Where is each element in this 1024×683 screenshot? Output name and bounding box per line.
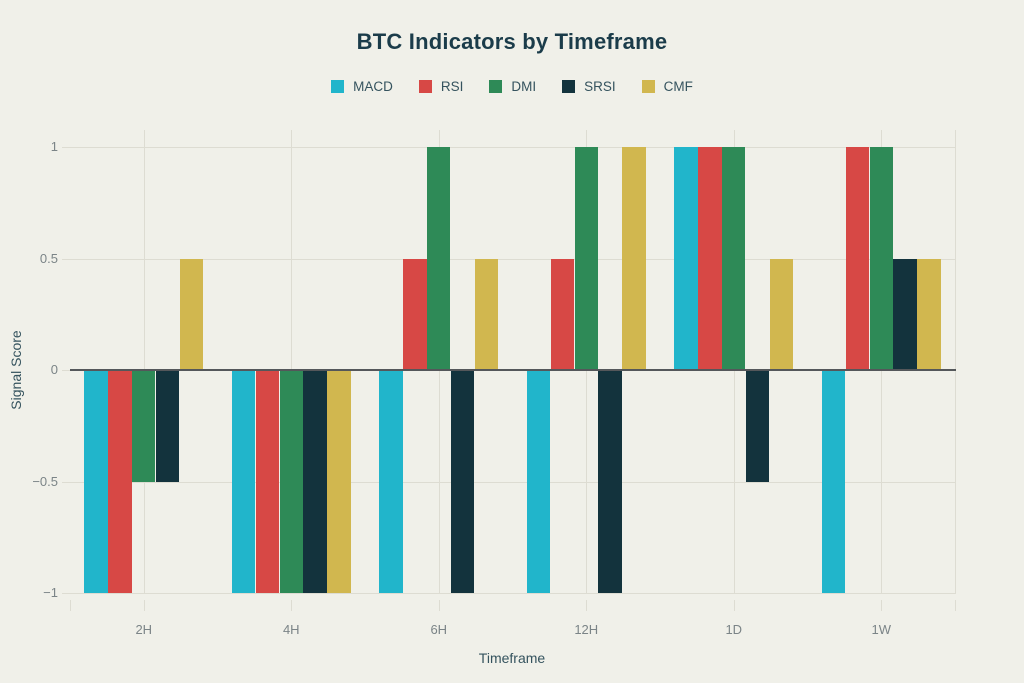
bar-cmf-6h xyxy=(474,258,499,370)
x-tick-label: 4H xyxy=(282,622,300,637)
legend-item-srsi[interactable]: SRSI xyxy=(562,79,616,94)
bar-cmf-12h xyxy=(622,147,646,370)
gridline-y xyxy=(70,593,956,594)
bar-srsi-2h xyxy=(155,370,180,482)
y-tick-label: −1 xyxy=(43,585,58,600)
legend-swatch-icon xyxy=(562,80,576,93)
x-tick-mark xyxy=(955,600,956,611)
y-tick-mark xyxy=(62,593,70,594)
x-tick-mark xyxy=(733,600,735,611)
x-tick-mark xyxy=(586,600,588,611)
legend-label: SRSI xyxy=(584,79,616,94)
y-axis-title: Signal Score xyxy=(8,330,24,410)
legend-swatch-icon xyxy=(641,80,655,93)
legend-item-macd[interactable]: MACD xyxy=(331,79,393,94)
y-tick-mark xyxy=(62,258,70,260)
x-tick-label: 1D xyxy=(725,622,743,637)
y-tick-mark xyxy=(62,147,70,148)
x-tick-label: 1W xyxy=(871,622,892,637)
bar-dmi-6h xyxy=(427,147,451,370)
bar-macd-1w xyxy=(821,370,846,593)
gridline-y xyxy=(70,481,956,483)
legend-label: DMI xyxy=(511,79,537,94)
bar-srsi-1w xyxy=(893,258,917,370)
legend-label: RSI xyxy=(440,79,464,94)
legend-label: MACD xyxy=(353,79,393,94)
bar-rsi-4h xyxy=(255,370,280,593)
x-tick-label: 12H xyxy=(574,622,599,637)
x-tick-mark xyxy=(143,600,145,611)
legend-swatch-icon xyxy=(489,80,503,93)
y-tick-mark xyxy=(62,370,70,371)
zero-gridline xyxy=(70,369,956,371)
legend-item-dmi[interactable]: DMI xyxy=(489,79,536,94)
bar-macd-12h xyxy=(526,370,551,593)
bar-rsi-1w xyxy=(845,147,870,370)
x-tick-mark xyxy=(438,600,440,611)
legend-swatch-icon xyxy=(418,80,432,93)
x-tick-label: 6H xyxy=(430,622,448,637)
y-tick-label: 0.5 xyxy=(39,250,58,266)
bar-rsi-6h xyxy=(403,258,427,370)
x-tick-label: 2H xyxy=(135,622,153,637)
bar-rsi-2h xyxy=(108,370,132,593)
bar-cmf-4h xyxy=(327,370,351,593)
legend: MACD RSI DMI SRSI CMF xyxy=(0,79,1024,94)
legend-item-rsi[interactable]: RSI xyxy=(418,79,464,94)
bar-cmf-2h xyxy=(179,258,204,370)
bar-dmi-12h xyxy=(574,147,598,370)
bar-macd-1d xyxy=(674,147,698,370)
y-tick-mark xyxy=(62,481,70,483)
bar-srsi-6h xyxy=(450,370,475,593)
gridline-y xyxy=(70,258,956,260)
gridline-y xyxy=(70,147,956,148)
bar-dmi-1d xyxy=(722,147,746,370)
legend-label: CMF xyxy=(663,79,693,94)
bar-rsi-1d xyxy=(698,147,722,370)
chart-title: BTC Indicators by Timeframe xyxy=(356,29,668,54)
bar-srsi-4h xyxy=(303,370,327,593)
gridline-x xyxy=(955,130,956,593)
y-tick-label: 0 xyxy=(50,362,58,377)
bar-macd-6h xyxy=(379,370,403,593)
bar-cmf-1d xyxy=(769,258,794,370)
legend-swatch-icon xyxy=(331,80,345,93)
gridline-x xyxy=(143,130,145,593)
bar-macd-2h xyxy=(84,370,108,593)
x-tick-mark xyxy=(70,600,71,611)
legend-item-cmf[interactable]: CMF xyxy=(641,79,693,94)
y-tick-label: 1 xyxy=(50,139,58,154)
gridline-x xyxy=(291,130,293,593)
bar-dmi-2h xyxy=(132,370,156,482)
bar-srsi-12h xyxy=(598,370,622,593)
y-tick-label: −0.5 xyxy=(32,473,58,489)
bar-cmf-1w xyxy=(917,258,941,370)
x-tick-mark xyxy=(881,600,883,611)
x-axis-title: Timeframe xyxy=(478,650,546,666)
bar-macd-4h xyxy=(231,370,256,593)
bar-srsi-1d xyxy=(745,370,770,482)
bar-dmi-1w xyxy=(869,147,893,370)
bar-rsi-12h xyxy=(550,258,575,370)
x-tick-mark xyxy=(291,600,293,611)
bar-dmi-4h xyxy=(279,370,303,593)
